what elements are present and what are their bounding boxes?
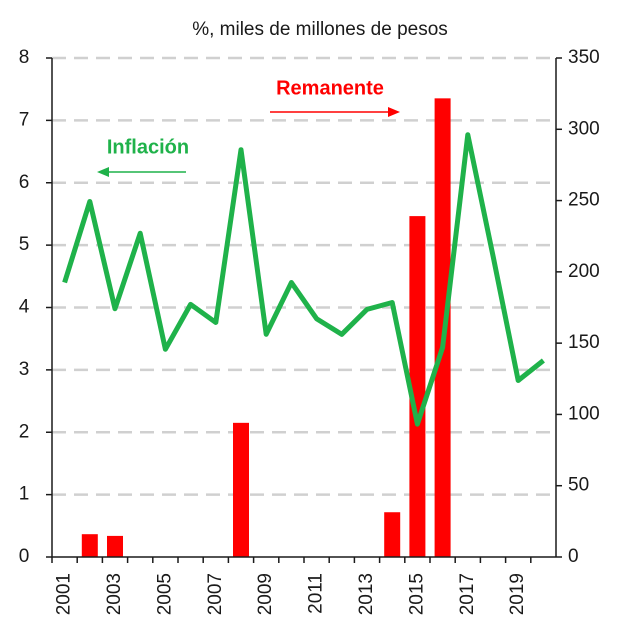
x-tick-label: 2013 [356,573,377,615]
y-tick-label: 7 [19,109,30,130]
y2-tick-label: 200 [568,261,600,282]
y2-tick-label: 100 [568,403,600,424]
x-tick-label: 2003 [104,573,125,615]
y2-tick-label: 250 [568,190,600,211]
y-tick-label: 8 [19,47,30,68]
bar [384,512,401,557]
bar [233,422,249,557]
x-tick-label: 2007 [205,573,226,615]
y-tick-label: 0 [19,546,30,567]
y-tick-label: 4 [19,297,30,318]
y2-tick-label: 300 [568,118,600,139]
y-tick-label: 2 [19,421,30,442]
y-tick-label: 3 [19,359,30,380]
y2-tick-label: 150 [568,332,600,353]
y-tick-label: 6 [19,172,30,193]
bar [409,216,426,558]
x-tick-label: 2015 [406,573,427,615]
bar [107,535,123,557]
y2-tick-label: 350 [568,47,600,68]
x-tick-label: 2009 [255,573,276,615]
line [62,132,545,427]
legend-label: Inflación [107,136,189,158]
legend-arrowhead [97,167,109,177]
y-tick-label: 5 [19,234,30,255]
legend-label: Remanente [276,77,384,99]
x-tick-label: 2001 [54,573,75,615]
chart-subtitle: %, miles de millones de pesos [192,19,448,40]
y2-tick-label: 0 [568,546,579,567]
x-tick-label: 2017 [457,573,478,615]
y2-tick-label: 50 [568,475,589,496]
legend-arrowhead [388,107,400,117]
x-tick-label: 2005 [154,573,175,615]
x-tick-label: 2019 [507,573,528,615]
bar [81,534,98,557]
y-tick-label: 1 [19,484,30,505]
x-tick-label: 2011 [306,573,327,614]
